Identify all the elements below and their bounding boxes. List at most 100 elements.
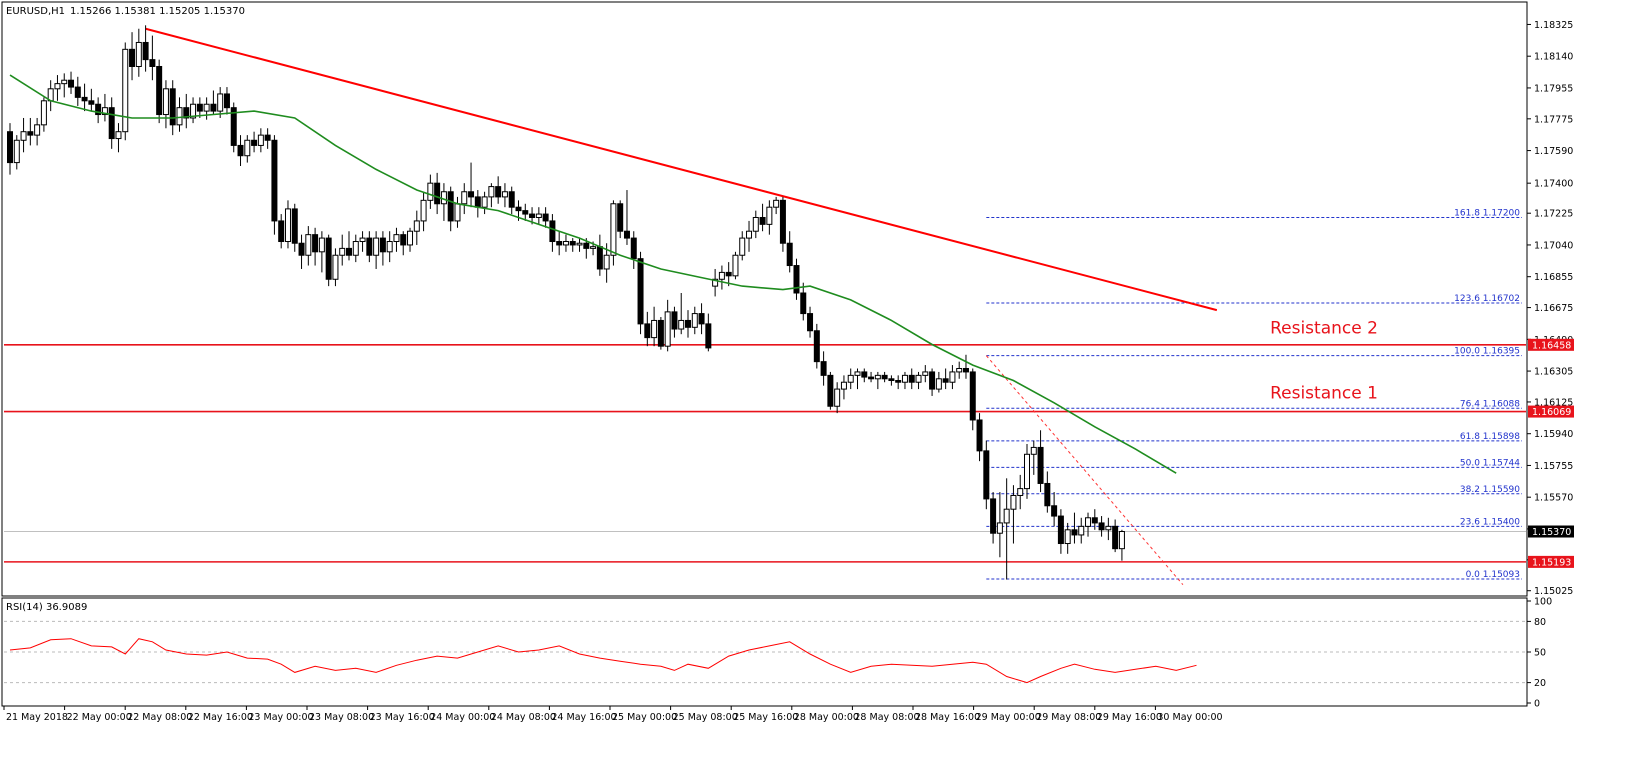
candle-body-bearish — [1091, 517, 1098, 524]
candle-body-bullish — [101, 107, 108, 116]
candle — [298, 234, 305, 269]
candle-body-bearish — [779, 199, 786, 244]
candle-body-bearish — [759, 216, 766, 225]
candle-body-bearish — [88, 100, 95, 105]
symbol-label: EURUSD,H1 — [6, 6, 65, 17]
candle — [291, 203, 298, 252]
candle — [1071, 512, 1078, 544]
candle-body-bearish — [508, 191, 515, 208]
candle-body-bearish — [685, 319, 691, 328]
y-tick-label-15: 1.15570 — [1534, 493, 1573, 504]
candle-body-bullish — [739, 237, 746, 256]
candle — [74, 76, 81, 106]
candle — [7, 123, 13, 175]
candle — [373, 231, 380, 269]
candle-body-bullish — [332, 254, 339, 280]
candle-body-bearish — [813, 330, 820, 363]
candle-body-bearish — [705, 323, 712, 349]
fib-level-label-5: 50.0 1.15744 — [1460, 458, 1520, 468]
candle — [271, 135, 278, 235]
candle — [149, 35, 156, 81]
candle — [718, 265, 725, 290]
candle — [657, 317, 664, 350]
candle-body-bullish — [413, 220, 420, 232]
level-price-label-0: 1.16458 — [1532, 340, 1571, 351]
candle — [542, 207, 549, 228]
level-price-label-2: 1.15193 — [1532, 557, 1571, 568]
rsi-tick-label-0: 100 — [1534, 597, 1552, 608]
candle — [1064, 522, 1071, 554]
candle — [732, 251, 739, 280]
candle-body-bearish — [542, 213, 549, 222]
candle — [318, 231, 325, 273]
y-tick-label-3: 1.17775 — [1534, 114, 1573, 125]
candle-body-bearish — [278, 220, 285, 243]
y-tick-label-8: 1.16855 — [1534, 272, 1573, 283]
candle-body-bullish — [257, 134, 264, 146]
candle — [895, 375, 902, 390]
candle-body-bullish — [1118, 531, 1125, 550]
candle — [691, 306, 698, 335]
candle — [129, 32, 136, 81]
candle-body-bullish — [1085, 517, 1092, 527]
candle-body-bullish — [1010, 494, 1017, 510]
candle — [251, 131, 258, 153]
candle-body-bullish — [854, 371, 861, 376]
x-tick-label-16: 29 May 00:00 — [976, 712, 1041, 723]
candle-body-bullish — [1017, 488, 1024, 496]
candle-body-bullish — [603, 254, 610, 270]
candle — [874, 371, 881, 390]
candle — [501, 183, 508, 208]
current-price-label: 1.15370 — [1532, 527, 1571, 538]
candle — [759, 203, 766, 232]
candle-body-bearish — [793, 265, 800, 294]
candle — [881, 371, 888, 383]
descending-trendline — [145, 27, 1218, 312]
candle — [1091, 509, 1098, 530]
candle — [623, 190, 630, 245]
candle — [495, 176, 502, 204]
candle — [434, 172, 441, 215]
candle-body-bullish — [732, 254, 739, 277]
y-tick-label-7: 1.17040 — [1534, 240, 1573, 251]
fib-level-label-1: 123.6 1.16702 — [1454, 294, 1520, 304]
candle — [190, 97, 197, 124]
candle-body-bearish — [108, 107, 115, 140]
candle-body-bullish — [284, 208, 291, 243]
candle-body-bullish — [773, 199, 780, 208]
candle — [739, 231, 746, 261]
candle — [196, 97, 203, 118]
candle — [346, 231, 352, 261]
candle-body-bearish — [468, 191, 475, 198]
candle — [366, 231, 373, 263]
candle-body-bearish — [434, 182, 441, 205]
candle-body-bullish — [162, 88, 169, 116]
candle — [278, 214, 285, 249]
candle-body-bullish — [54, 83, 61, 90]
rsi-tick-label-2: 50 — [1534, 648, 1546, 659]
candle-body-bullish — [956, 367, 963, 373]
candle — [135, 28, 142, 77]
x-tick-label-0: 21 May 2018 — [6, 712, 68, 723]
candle-body-bullish — [501, 191, 508, 198]
candle-body-bearish — [617, 203, 624, 232]
candle — [1017, 474, 1024, 510]
candle-body-bearish — [522, 210, 529, 215]
candle — [562, 234, 569, 252]
candle — [549, 214, 556, 252]
candle — [1044, 471, 1051, 513]
candle-body-bearish — [1057, 515, 1064, 545]
candle-body-bullish — [590, 246, 597, 249]
rsi-tick-label-4: 0 — [1534, 699, 1540, 710]
candle — [922, 365, 929, 383]
candle-body-bullish — [176, 107, 183, 126]
candle-body-bearish — [1044, 482, 1051, 507]
candle-body-bearish — [325, 237, 332, 280]
candle-body-bullish — [718, 271, 725, 280]
candle — [305, 226, 312, 266]
level-price-label-1: 1.16069 — [1532, 407, 1571, 418]
candle — [257, 128, 264, 153]
candle — [332, 248, 339, 287]
fib-level-label-7: 23.6 1.15400 — [1460, 517, 1520, 527]
candle-body-bullish — [420, 199, 427, 222]
